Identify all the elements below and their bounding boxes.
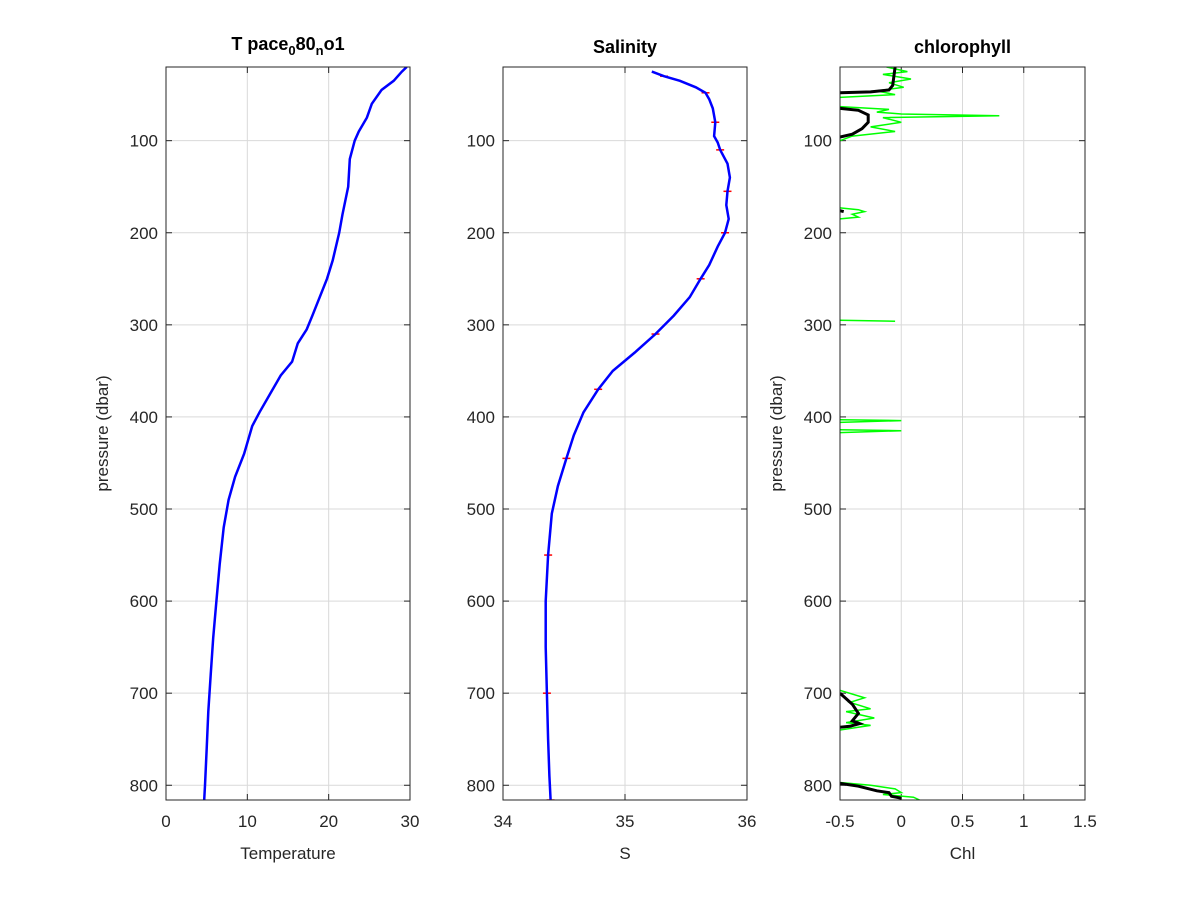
y-tick-label: 500 — [804, 500, 832, 519]
chl-raw-line — [840, 781, 920, 800]
chl-raw-line — [840, 105, 1000, 142]
x-axis-label: S — [619, 844, 630, 863]
y-tick-label: 700 — [130, 684, 158, 703]
x-tick-label: 35 — [616, 812, 635, 831]
y-axis-label: pressure (dbar) — [93, 375, 112, 491]
chl-raw-line — [840, 418, 902, 424]
chl-raw-line — [840, 689, 875, 731]
y-tick-label: 400 — [467, 408, 495, 427]
y-tick-label: 100 — [804, 132, 832, 151]
x-tick-label: 0 — [161, 812, 170, 831]
y-tick-label: 800 — [467, 776, 495, 795]
axes-frame — [839, 66, 1086, 801]
temperature-line — [202, 67, 408, 800]
chl-smoothed-line — [840, 692, 865, 729]
y-tick-label: 600 — [130, 592, 158, 611]
x-axis-label: Chl — [950, 844, 976, 863]
title-subscript: n — [316, 43, 324, 58]
data-layer — [542, 70, 732, 800]
plot-area — [166, 67, 410, 800]
x-tick-label: 36 — [738, 812, 757, 831]
data-layer — [202, 67, 408, 800]
title-part: 80 — [296, 34, 316, 54]
y-tick-label: 200 — [467, 224, 495, 243]
chl-smoothed-line — [840, 106, 870, 139]
panel-2: 34 35 36 100 200 300 400 500 600 700 800 S Salinity — [467, 37, 757, 863]
panel-1: 0 10 20 30100200300400500600700800Temperatu… — [93, 34, 419, 863]
chart-title: chlorophyll — [914, 37, 1011, 57]
x-tick-label: 0.5 — [951, 812, 975, 831]
x-tick-label: 34 — [494, 812, 513, 831]
chart-title: T pace080no1 — [231, 34, 344, 58]
y-tick-label: 300 — [130, 316, 158, 335]
chl-smoothed-line — [840, 67, 897, 95]
y-tick-label: 800 — [130, 776, 158, 795]
chl-raw-line — [840, 429, 902, 434]
x-tick-label: 1 — [1019, 812, 1028, 831]
salinity-line — [544, 70, 732, 800]
x-tick-label: -0.5 — [825, 812, 854, 831]
x-tick-label: 0 — [897, 812, 906, 831]
y-tick-label: 200 — [130, 224, 158, 243]
y-tick-label: 200 — [804, 224, 832, 243]
y-tick-label: 300 — [804, 316, 832, 335]
chart-title: Salinity — [593, 37, 657, 57]
title-subscript: 0 — [288, 43, 295, 58]
data-layer — [840, 67, 1000, 800]
y-axis-label: pressure (dbar) — [767, 375, 786, 491]
y-tick-label: 300 — [467, 316, 495, 335]
x-tick-label: 20 — [319, 812, 338, 831]
title-part: o1 — [324, 34, 345, 54]
y-tick-label: 100 — [467, 132, 495, 151]
chl-smoothed-line — [840, 781, 902, 800]
axes-frame — [502, 66, 748, 801]
x-tick-label: 10 — [238, 812, 257, 831]
y-tick-label: 400 — [804, 408, 832, 427]
panel-3: -0.5 0 0.5 1 1.5 100 200 300 400 500 600 700 800 Chl p… — [767, 37, 1097, 863]
y-tick-label: 500 — [130, 500, 158, 519]
chl-smoothed-line — [840, 209, 845, 214]
y-tick-label: 600 — [804, 592, 832, 611]
axes-frame — [165, 66, 411, 801]
x-tick-label: 30 — [401, 812, 420, 831]
x-tick-label: 1.5 — [1073, 812, 1097, 831]
y-tick-label: 600 — [467, 592, 495, 611]
y-tick-label: 500 — [467, 500, 495, 519]
y-tick-label: 800 — [804, 776, 832, 795]
y-tick-label: 400 — [130, 408, 158, 427]
y-tick-label: 700 — [467, 684, 495, 703]
chl-raw-line — [840, 319, 896, 322]
chl-raw-line — [840, 207, 868, 220]
title-part: T pace — [231, 34, 288, 54]
y-tick-label: 100 — [130, 132, 158, 151]
y-tick-label: 700 — [804, 684, 832, 703]
chl-raw-line — [840, 67, 912, 99]
x-axis-label: Temperature — [240, 844, 335, 863]
